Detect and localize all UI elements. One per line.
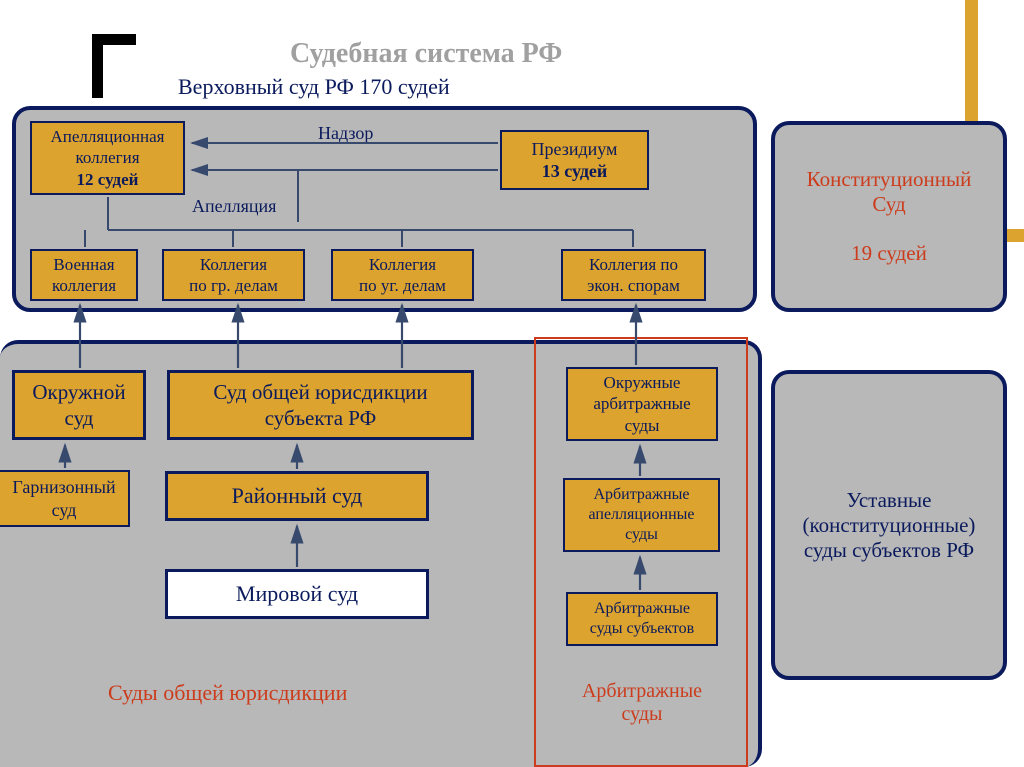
diagram-canvas: Судебная система РФ Верховный суд РФ 170… — [0, 0, 1024, 767]
district-court-box: Окружной суд — [12, 370, 146, 440]
okrarb-l2: арбитражные — [593, 393, 690, 414]
civil-collegium-box: Коллегия по гр. делам — [162, 249, 305, 301]
military-l1: Военная — [53, 254, 114, 275]
constitutional-court-panel: Конституционный Суд 19 судей — [771, 121, 1007, 312]
economic-collegium-box: Коллегия по экон. спорам — [561, 249, 706, 301]
appellate-l1: Апелляционная — [51, 126, 165, 147]
appellate-l3: 12 судей — [77, 169, 139, 190]
criminal-collegium-box: Коллегия по уг. делам — [331, 249, 474, 301]
okrarb-l1: Окружные — [604, 372, 681, 393]
military-collegium-box: Военная коллегия — [30, 249, 138, 301]
rayon-l: Районный суд — [232, 482, 363, 510]
mirovoi-l: Мировой суд — [236, 580, 358, 608]
subject-general-court-box: Суд общей юрисдикции субъекта РФ — [167, 370, 474, 440]
okr-l1: Окружной — [32, 379, 125, 405]
arbapp-l3: суды — [625, 525, 658, 545]
arbitration-subject-box: Арбитражные суды субъектов — [566, 592, 718, 646]
arbapp-l2: апелляционные — [589, 505, 695, 525]
presidium-l1: Президиум — [532, 138, 618, 161]
economic-l2: экон. спорам — [587, 275, 680, 296]
subj-l1: Суд общей юрисдикции — [213, 379, 427, 405]
arbsub-l2: суды субъектов — [590, 619, 694, 639]
page-title: Судебная система РФ — [290, 38, 562, 70]
charter-l1: Уставные — [846, 488, 931, 513]
subj-l2: субъекта РФ — [265, 405, 376, 431]
charter-courts-panel: Уставные (конституционные) суды субъекто… — [771, 370, 1007, 680]
charter-l2: (конституционные) — [803, 513, 976, 538]
garn-l1: Гарнизонный — [12, 476, 115, 499]
presidium-box: Президиум 13 судей — [500, 130, 649, 190]
civil-l2: по гр. делам — [189, 275, 278, 296]
economic-l1: Коллегия по — [589, 254, 678, 275]
mirovoi-court-box: Мировой суд — [165, 569, 429, 619]
apellyatsiya-label: Апелляция — [192, 196, 276, 217]
district-arbitration-box: Окружные арбитражные суды — [566, 367, 718, 441]
presidium-l2: 13 судей — [542, 160, 608, 183]
nadzor-label: Надзор — [318, 123, 373, 144]
charter-l3: суды субъектов РФ — [804, 538, 974, 563]
supreme-court-header: Верховный суд РФ 170 судей — [178, 74, 450, 100]
arbitration-appellate-box: Арбитражные апелляционные суды — [563, 478, 720, 552]
const-court-l3: 19 судей — [851, 241, 927, 266]
appellate-l2: коллегия — [75, 147, 139, 168]
civil-l1: Коллегия — [200, 254, 267, 275]
arbsub-l1: Арбитражные — [594, 599, 690, 619]
rayon-court-box: Районный суд — [165, 471, 429, 521]
okrarb-l3: суды — [625, 415, 660, 436]
criminal-l1: Коллегия — [369, 254, 436, 275]
garrison-court-box: Гарнизонный суд — [0, 470, 130, 527]
const-court-l1: Конституционный — [807, 167, 972, 192]
appellate-collegium-box: Апелляционная коллегия 12 судей — [30, 121, 185, 195]
bracket-icon — [92, 34, 136, 98]
criminal-l2: по уг. делам — [359, 275, 446, 296]
garn-l2: суд — [52, 499, 77, 522]
common-courts-label: Суды общей юрисдикции — [108, 680, 347, 706]
arbapp-l1: Арбитражные — [593, 485, 689, 505]
okr-l2: суд — [65, 405, 94, 431]
const-court-l2: Суд — [872, 192, 905, 217]
military-l2: коллегия — [52, 275, 116, 296]
arbitration-label: Арбитражные суды — [568, 680, 716, 726]
